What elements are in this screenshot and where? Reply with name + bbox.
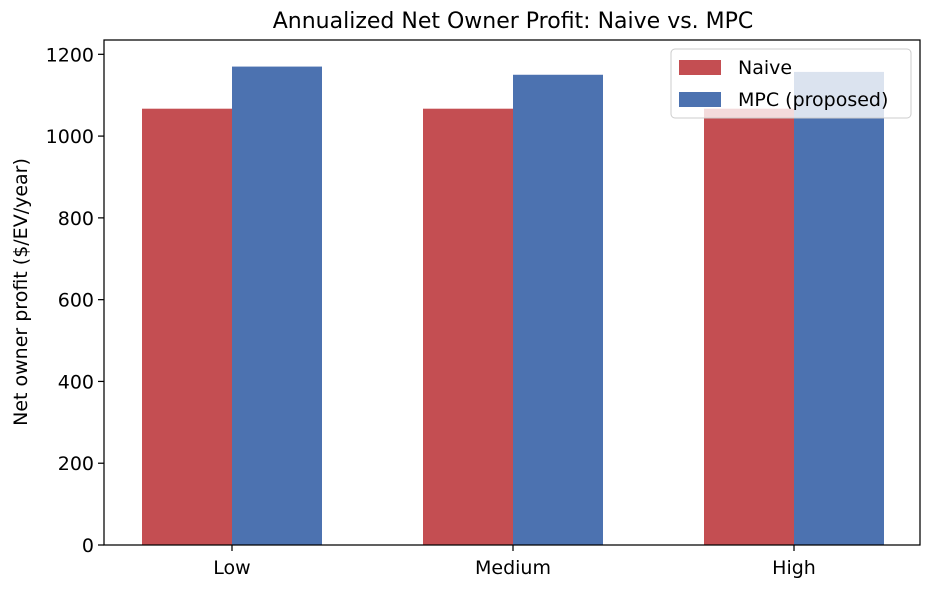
legend-label: Naive <box>738 57 792 79</box>
bars <box>142 66 884 546</box>
legend-label: MPC (proposed) <box>738 89 888 111</box>
y-tick-label: 400 <box>58 371 94 393</box>
x-tick-label: Low <box>213 557 250 579</box>
legend: Naive MPC (proposed) <box>670 48 912 119</box>
legend-swatch <box>679 92 721 107</box>
x-tick-label: High <box>772 557 816 579</box>
y-tick-label: 600 <box>58 290 94 312</box>
y-tick-label: 800 <box>58 208 94 230</box>
chart-title: Annualized Net Owner Profit: Naive vs. M… <box>273 9 754 34</box>
y-tick-label: 1000 <box>46 126 94 148</box>
legend-swatch <box>679 60 721 75</box>
bar-naive-medium <box>423 108 513 546</box>
x-tick-label: Medium <box>475 557 551 579</box>
legend-box <box>670 48 912 119</box>
bar-naive-high <box>704 108 794 546</box>
y-tick-label: 0 <box>82 535 94 557</box>
plot-frame <box>103 39 921 546</box>
y-tick-label: 200 <box>58 453 94 475</box>
bar-naive-low <box>142 108 232 546</box>
bar-mpc-proposed-low <box>232 66 322 545</box>
y-tick-label: 1200 <box>46 44 94 66</box>
bar-mpc-proposed-high <box>794 71 884 545</box>
axes: 0 200 400 600 800 1000 1200 Low Medium High <box>46 39 921 579</box>
y-axis-label: Net owner profit ($/EV/year) <box>10 158 32 426</box>
bar-mpc-proposed-medium <box>513 74 603 546</box>
